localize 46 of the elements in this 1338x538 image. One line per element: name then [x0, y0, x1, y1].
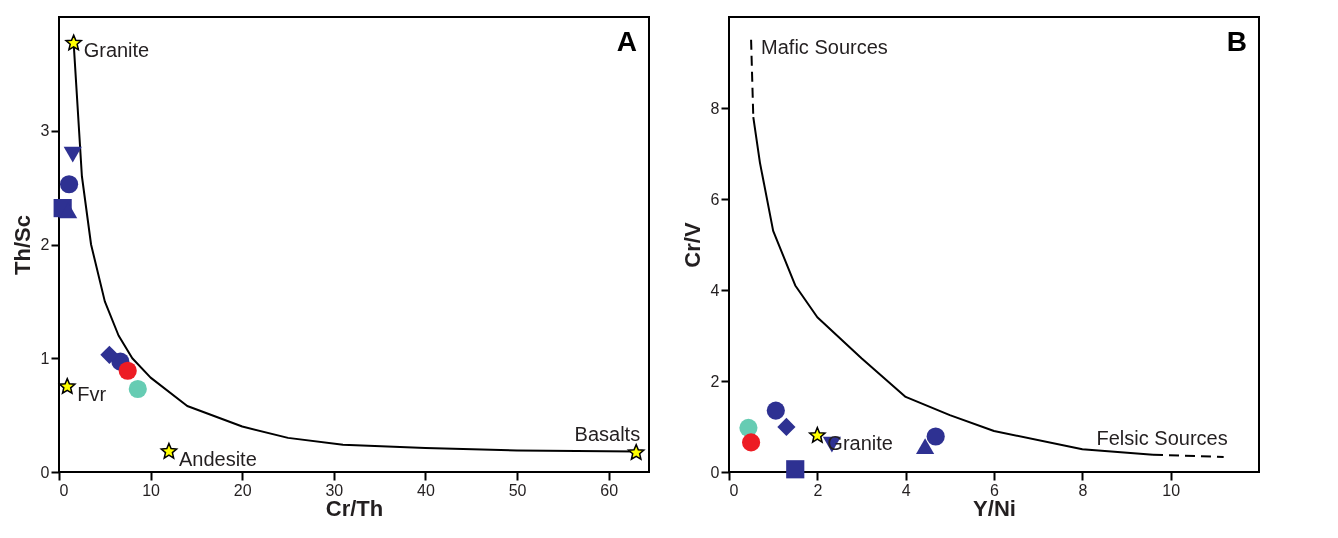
x-tick-label: 40: [417, 481, 435, 499]
y-tick-label: 3: [40, 122, 50, 140]
x-tick-label: 10: [1162, 481, 1181, 499]
point: [59, 175, 79, 194]
y-tick-label: 8: [710, 99, 720, 117]
y-tick-label: 2: [710, 372, 720, 390]
point: [160, 442, 178, 459]
x-tick-label: 10: [142, 481, 161, 499]
annotation: A: [616, 26, 637, 57]
y-axis-title: Cr/V: [679, 222, 705, 268]
point: [766, 401, 785, 420]
annotation: Andesite: [178, 447, 257, 470]
point: [627, 443, 645, 460]
point: [128, 379, 147, 399]
x-tick-label: 8: [1078, 481, 1088, 499]
x-tick-label: 0: [59, 481, 69, 499]
point: [742, 433, 761, 452]
x-tick-label: 4: [901, 481, 911, 499]
y-axis-title: Th/Sc: [9, 215, 35, 275]
point: [118, 361, 137, 380]
point: [926, 427, 945, 446]
point: [777, 417, 796, 437]
point: [63, 146, 82, 163]
point: [100, 345, 119, 364]
y-tick-label: 0: [40, 463, 50, 481]
x-tick-label: 20: [233, 481, 252, 499]
point: [65, 34, 83, 51]
point: [808, 426, 826, 443]
annotation: Granite: [83, 39, 150, 62]
x-tick-label: 2: [813, 481, 823, 499]
x-tick-label: 60: [600, 481, 619, 499]
y-tick-label: 0: [710, 463, 720, 481]
x-tick-label: 0: [729, 481, 739, 499]
annotation: Fvr: [77, 382, 107, 405]
point: [58, 377, 76, 394]
y-tick-label: 6: [710, 190, 720, 208]
y-tick-label: 2: [40, 236, 50, 253]
y-tick-label: 4: [710, 281, 720, 299]
point: [786, 460, 805, 479]
annotation: Mafic Sources: [761, 35, 888, 58]
point: [916, 438, 935, 454]
annotation: Felsic Sources: [1096, 426, 1228, 449]
annotation: Basalts: [574, 422, 641, 445]
y-tick-label: 1: [40, 349, 50, 367]
annotation: B: [1226, 26, 1247, 57]
x-tick-label: 50: [508, 481, 527, 499]
